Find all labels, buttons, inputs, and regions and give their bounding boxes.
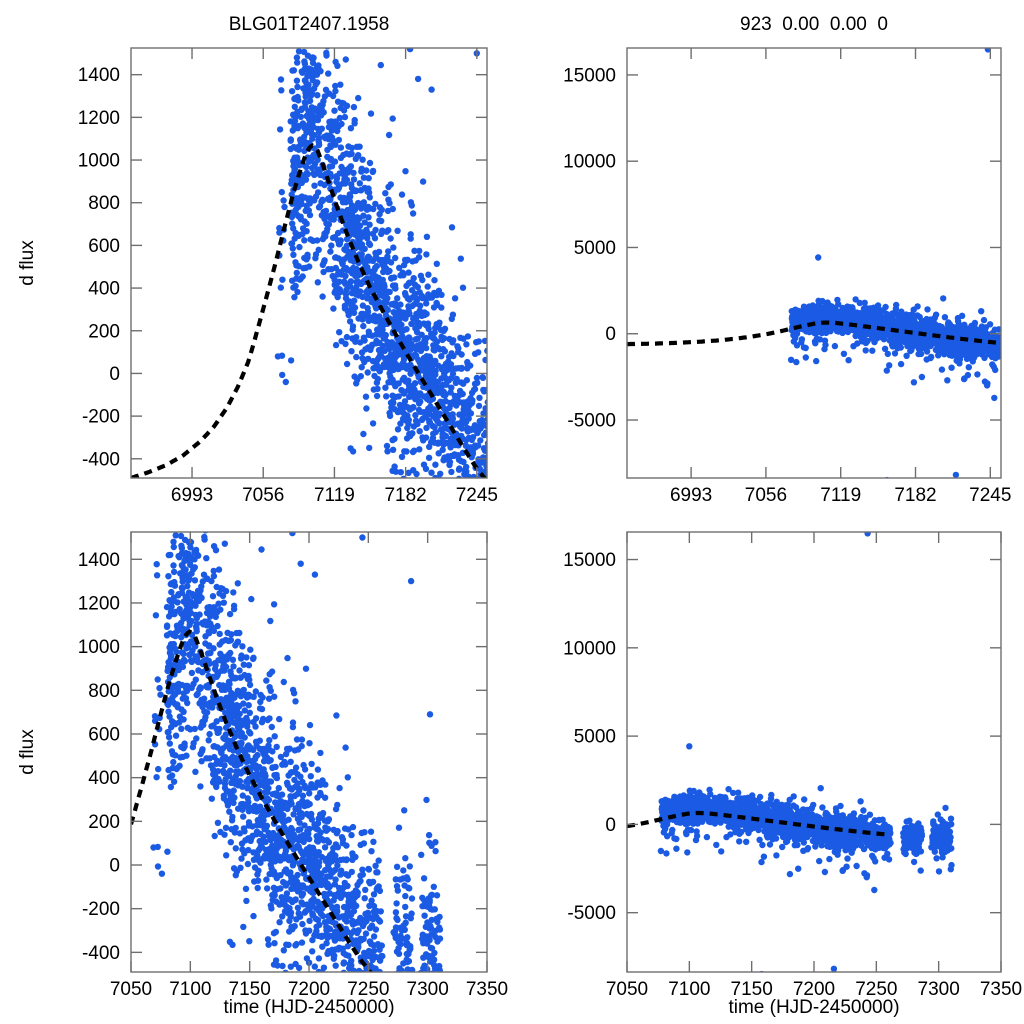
- x-tick-labels-bottom_left: 7050 7100 7150 7200 7250 7300 7350: [110, 979, 508, 1000]
- model-curve-bottom_right: [627, 810, 889, 837]
- data-points-bottom_right: [657, 532, 955, 972]
- y-tick-label: 0: [109, 856, 120, 877]
- y-tick-label: 400: [88, 279, 120, 300]
- y-tick-label: 15000: [563, 550, 616, 571]
- data-points-bottom_left: [150, 532, 444, 972]
- x-tick-label: 7100: [668, 979, 710, 1000]
- y-tick-label: 600: [88, 236, 120, 257]
- y-ticks-bottom_left: [131, 558, 487, 954]
- y-ticks-top_left: [131, 73, 487, 460]
- y-tick-label: 5000: [574, 238, 616, 259]
- y-tick-label: -200: [82, 899, 120, 920]
- x-tick-labels-top_right: 6993 7056 7119 7182 7245: [670, 485, 1011, 506]
- x-tick-label: 7050: [110, 979, 152, 1000]
- y-axis-label-top_left: d flux: [17, 240, 38, 286]
- x-ticks-top_right: [690, 48, 992, 478]
- y-tick-label: 5000: [574, 727, 616, 748]
- x-tick-label: 7350: [980, 979, 1022, 1000]
- model-curve-top_right: [627, 320, 1001, 347]
- x-tick-label: 7150: [229, 979, 271, 1000]
- y-axis-label-bottom_left: d flux: [17, 729, 38, 775]
- y-tick-label: 200: [88, 812, 120, 833]
- y-tick-label: 1000: [78, 637, 120, 658]
- y-tick-label: 200: [88, 321, 120, 342]
- x-tick-label: 7100: [169, 979, 211, 1000]
- y-tick-label: -400: [82, 449, 120, 470]
- model-curve-top_left: [131, 143, 487, 478]
- x-tick-label: 7200: [793, 979, 835, 1000]
- x-tick-label: 7250: [347, 979, 389, 1000]
- y-tick-label: 400: [88, 768, 120, 789]
- y-tick-label: 10000: [563, 638, 616, 659]
- x-tick-labels-bottom_right: 7050 7100 7150 7200 7250 7300 7350: [606, 979, 1022, 1000]
- panel-bottom_left: 7050 7100 7150 7200 7250 7300 7350 -400 -200 0 200…: [17, 531, 508, 1018]
- x-tick-label: 7056: [745, 485, 787, 506]
- y-tick-label: -5000: [567, 903, 616, 924]
- y-tick-label: 0: [605, 324, 616, 345]
- y-tick-label: 10000: [563, 152, 616, 173]
- x-tick-label: 7300: [918, 979, 960, 1000]
- x-tick-label: 7182: [894, 485, 936, 506]
- x-ticks-top_left: [191, 48, 478, 478]
- plot-frame-bottom_right: [626, 531, 1002, 973]
- y-tick-label: -400: [82, 943, 120, 964]
- panel-top_left: 6993 7056 7119 7182 7245 -400 -200 0 200 400 600 80…: [17, 14, 498, 506]
- y-tick-label: 0: [605, 815, 616, 836]
- plot-frame-top_right: [626, 47, 1002, 479]
- y-tick-label: 600: [88, 724, 120, 745]
- plot-frame-top_left: [130, 47, 488, 479]
- x-tick-label: 7200: [288, 979, 330, 1000]
- x-tick-label: 7250: [855, 979, 897, 1000]
- x-tick-label: 7056: [242, 485, 284, 506]
- x-tick-labels-top_left: 6993 7056 7119 7182 7245: [171, 485, 498, 506]
- panel-title-top_left: BLG01T2407.1958: [229, 14, 390, 35]
- y-tick-labels-bottom_right: -5000 0 5000 10000 15000: [563, 550, 616, 924]
- y-tick-label: -200: [82, 407, 120, 428]
- x-tick-label: 7245: [969, 485, 1011, 506]
- y-ticks-bottom_right: [627, 558, 1001, 914]
- y-tick-label: 800: [88, 193, 120, 214]
- x-tick-label: 7350: [466, 979, 508, 1000]
- panel-title-top_right: 923 0.00 0.00 0: [740, 14, 888, 35]
- x-tick-label: 7119: [820, 485, 861, 506]
- x-tick-label: 7182: [384, 485, 426, 506]
- panel-bottom_right: 7050 7100 7150 7200 7250 7300 7350 -5000 0 5000 10…: [563, 531, 1022, 1018]
- y-ticks-top_right: [627, 74, 1001, 421]
- x-tick-label: 7300: [407, 979, 449, 1000]
- x-axis-label-bottom_left: time (HJD-2450000): [223, 997, 394, 1018]
- y-tick-label: -5000: [567, 411, 616, 432]
- x-tick-label: 7150: [731, 979, 773, 1000]
- panel-top_right: 6993 7056 7119 7182 7245 -5000 0 5000 10000 15000…: [563, 14, 1011, 506]
- y-tick-labels-top_right: -5000 0 5000 10000 15000: [563, 65, 616, 431]
- y-tick-label: 1200: [78, 593, 120, 614]
- x-tick-label: 7119: [314, 485, 355, 506]
- x-tick-label: 6993: [171, 485, 213, 506]
- x-tick-label: 7245: [456, 485, 498, 506]
- y-tick-label: 1000: [78, 151, 120, 172]
- y-tick-labels-top_left: -400 -200 0 200 400 600 800 1000 1200 1400: [78, 65, 120, 470]
- x-tick-label: 7050: [606, 979, 648, 1000]
- y-tick-label: 0: [109, 364, 120, 385]
- y-tick-label: 1400: [78, 550, 120, 571]
- x-ticks-bottom_right: [626, 532, 1002, 972]
- y-tick-label: 15000: [563, 65, 616, 86]
- model-curve-bottom_left: [131, 629, 374, 972]
- y-tick-labels-bottom_left: -400 -200 0 200 400 600 800 1000 1200 1400: [78, 550, 120, 964]
- data-points-top_right: [787, 48, 1001, 478]
- y-tick-label: 1200: [78, 108, 120, 129]
- x-tick-label: 6993: [670, 485, 712, 506]
- data-points-top_left: [274, 48, 487, 478]
- x-axis-label-bottom_right: time (HJD-2450000): [728, 997, 899, 1018]
- y-tick-label: 800: [88, 681, 120, 702]
- y-tick-label: 1400: [78, 65, 120, 86]
- x-ticks-bottom_left: [130, 532, 488, 972]
